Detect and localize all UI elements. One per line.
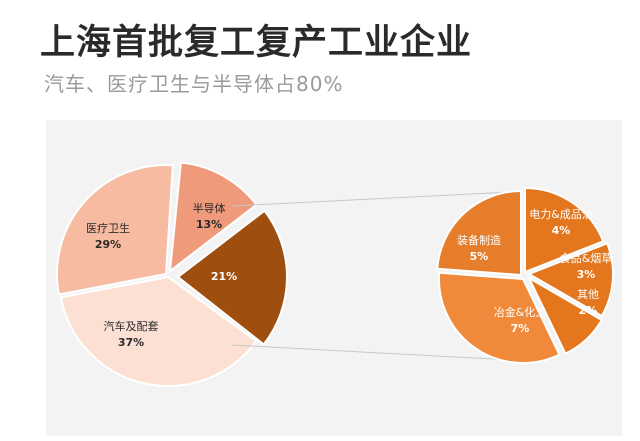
slice-label: 冶金&化工 [494,305,547,319]
pie-slice [438,271,561,364]
slice-value-label: 2% [579,304,598,317]
pie-slice [524,186,605,274]
slice-value-label: 5% [470,250,489,263]
slice-label: 汽车及配套 [104,319,159,333]
pie-slice [526,275,604,356]
pie-slice [436,189,522,277]
page-subtitle: 汽车、医疗卫生与半导体占80% [44,72,344,96]
pie-slice [59,275,258,387]
slice-label: 食品&烟草 [560,251,613,265]
slice-value-label: 29% [95,238,121,251]
pie-slice [56,164,174,296]
page-title: 上海首批复工复产工业企业 [40,23,473,63]
connector-line [231,191,512,207]
slice-value-label: 4% [552,224,571,237]
pie-slice [168,161,258,274]
slice-value-label: 37% [118,336,144,349]
slice-value-label: 13% [196,218,222,231]
pie-chart-area: 汽车及配套 37% 医疗卫生 29% 半导体 13% 21% 电力&成品油 4% 食品&烟草 3% 其… [56,161,614,387]
slice-value-label: 21% [211,270,237,283]
slice-label: 电力&成品油 [529,207,593,221]
connector-line [231,344,512,361]
slice-value-label: 3% [577,268,596,281]
slice-label: 装备制造 [457,233,501,247]
slice-value-label: 7% [511,322,530,335]
slice-label: 半导体 [193,201,226,215]
slice-label: 其他 [577,288,599,301]
slice-label: 医疗卫生 [86,221,130,235]
pie-slice [176,209,288,346]
pie-slice [526,242,614,318]
chart-panel: 汽车及配套 37% 医疗卫生 29% 半导体 13% 21% 电力&成品油 4% 食品&烟草 3% 其… [46,120,622,436]
